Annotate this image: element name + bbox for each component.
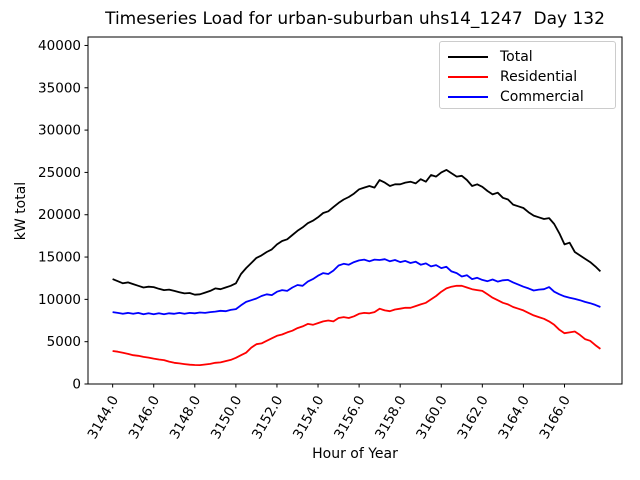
chart-title: Timeseries Load for urban-suburban uhs14… — [105, 9, 605, 29]
y-tick-label: 25000 — [38, 165, 81, 181]
x-tick-label: 3160.0 — [413, 393, 450, 442]
legend-item-residential: Residential — [448, 67, 607, 87]
x-tick-label: 3148.0 — [167, 393, 204, 442]
x-tick-label: 3166.0 — [536, 393, 573, 442]
y-tick-label: 30000 — [38, 123, 81, 139]
x-tick-label: 3152.0 — [249, 393, 286, 442]
y-tick-label: 10000 — [38, 292, 81, 308]
y-tick-label: 0 — [72, 377, 81, 393]
legend-label-residential: Residential — [500, 69, 578, 85]
x-axis-label: Hour of Year — [312, 446, 398, 462]
legend-line-sample-residential — [448, 76, 488, 78]
y-axis-label: kW total — [13, 181, 29, 241]
legend-line-sample-commercial — [448, 96, 488, 98]
series-line-total — [112, 168, 602, 296]
legend-line-sample-total — [448, 56, 488, 58]
x-tick-label: 3150.0 — [208, 393, 245, 442]
legend-item-total: Total — [448, 47, 607, 67]
x-tick-label: 3164.0 — [495, 393, 532, 442]
axes-frame — [87, 36, 623, 385]
y-tick-label: 5000 — [47, 334, 81, 350]
x-tick-label: 3162.0 — [454, 393, 491, 442]
x-tick-label: 3156.0 — [331, 393, 368, 442]
x-tick-label: 3144.0 — [85, 393, 122, 442]
legend-item-commercial: Commercial — [448, 87, 607, 107]
y-tick-label: 20000 — [38, 207, 81, 223]
y-tick-label: 40000 — [38, 38, 81, 54]
legend: Total Residential Commercial — [439, 41, 616, 109]
legend-label-total: Total — [500, 49, 533, 65]
legend-label-commercial: Commercial — [500, 89, 584, 105]
x-tick-label: 3154.0 — [290, 393, 327, 442]
y-tick-label: 15000 — [38, 250, 81, 266]
x-tick-label: 3158.0 — [372, 393, 409, 442]
x-tick-label: 3146.0 — [126, 393, 163, 442]
series-line-residential — [112, 284, 601, 367]
y-tick-label: 35000 — [38, 80, 81, 96]
series-line-commercial — [112, 258, 601, 316]
